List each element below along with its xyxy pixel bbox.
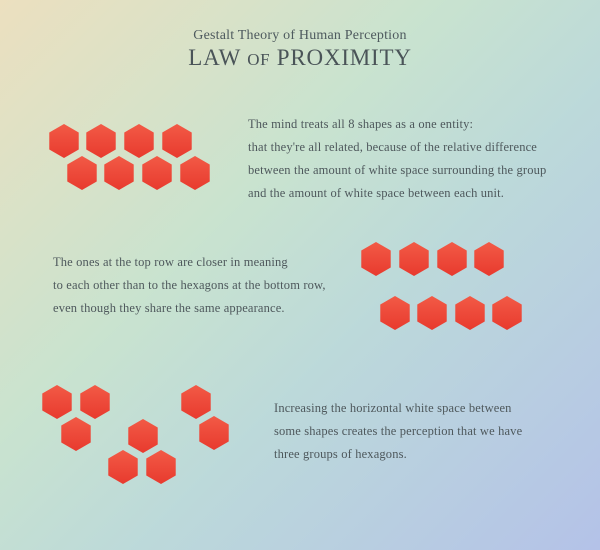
hexagon-shape	[108, 450, 137, 484]
hexagon-shape	[399, 242, 428, 276]
hexagon-shape	[128, 419, 157, 453]
hexagon-shape	[86, 124, 115, 158]
hexagon-shape	[142, 156, 171, 190]
hexagon-shape	[417, 296, 446, 330]
hexagon-shape	[361, 242, 390, 276]
hexagon-shape	[124, 124, 153, 158]
hexagon-shape	[455, 296, 484, 330]
hexagon-shape	[146, 450, 175, 484]
hexagon-shape	[162, 124, 191, 158]
hexagon-shape	[199, 416, 228, 450]
hexagon-shape	[67, 156, 96, 190]
hexagon-shape	[49, 124, 78, 158]
hexagon-shape	[181, 385, 210, 419]
hexagon-shape	[492, 296, 521, 330]
hexagon-shape	[61, 417, 90, 451]
hexagon-shape	[42, 385, 71, 419]
hexagon-shape	[180, 156, 209, 190]
hexagon-shape	[437, 242, 466, 276]
hexagon-shape	[80, 385, 109, 419]
hexagon-shape	[104, 156, 133, 190]
hexagon-shape	[380, 296, 409, 330]
hexagon-shape	[474, 242, 503, 276]
